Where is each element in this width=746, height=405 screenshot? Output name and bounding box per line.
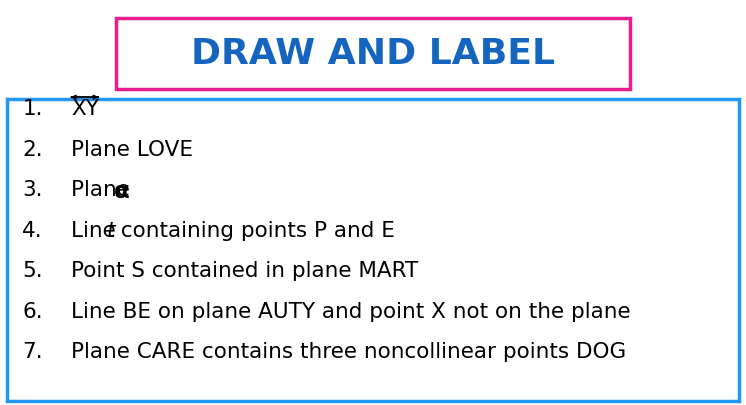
Text: Line BE on plane AUTY and point X not on the plane: Line BE on plane AUTY and point X not on… [71,302,630,322]
Text: 2.: 2. [22,140,43,160]
Text: 4.: 4. [22,221,43,241]
Text: 3.: 3. [22,180,43,200]
Text: containing points P and E: containing points P and E [114,221,395,241]
Text: Plane: Plane [71,180,137,200]
Text: Point S contained in plane MART: Point S contained in plane MART [71,261,418,281]
Text: Line: Line [71,221,122,241]
Text: Plane LOVE: Plane LOVE [71,140,193,160]
Text: DRAW AND LABEL: DRAW AND LABEL [191,37,555,70]
Text: 1.: 1. [22,99,43,119]
FancyBboxPatch shape [7,99,739,401]
Text: 5.: 5. [22,261,43,281]
Text: α: α [114,180,130,203]
Text: 7.: 7. [22,342,43,362]
Text: Plane CARE contains three noncollinear points DOG: Plane CARE contains three noncollinear p… [71,342,626,362]
Text: XY: XY [71,99,98,119]
Text: 6.: 6. [22,302,43,322]
FancyBboxPatch shape [116,18,630,89]
Text: t: t [107,221,115,241]
